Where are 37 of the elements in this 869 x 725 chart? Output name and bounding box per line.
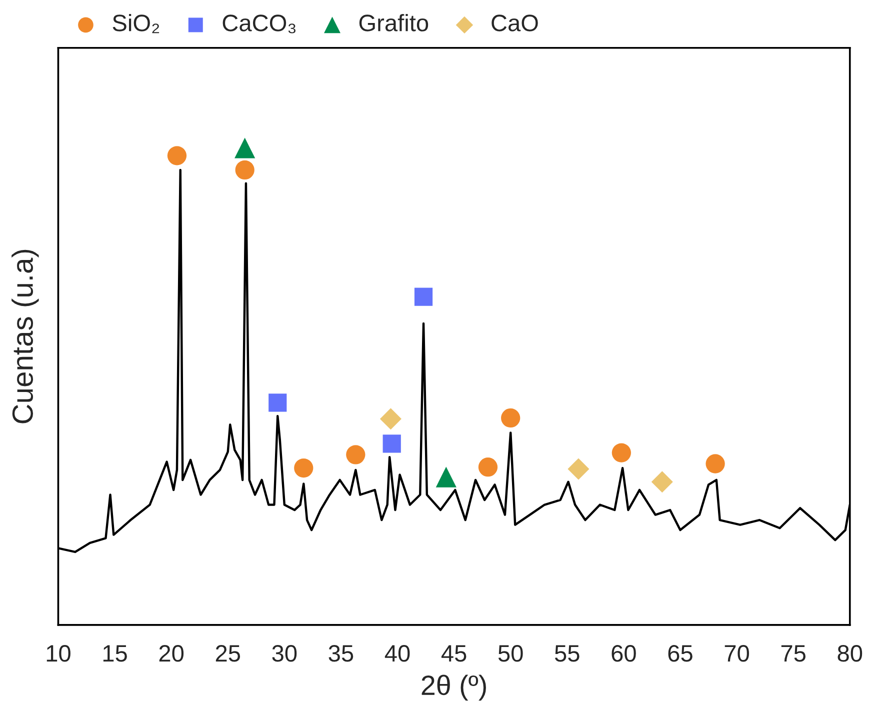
point bbox=[501, 408, 520, 428]
point bbox=[234, 138, 256, 158]
x-tick-label: 65 bbox=[668, 645, 692, 662]
point bbox=[268, 394, 287, 412]
legend-label: CaCO₃ bbox=[222, 14, 296, 34]
point bbox=[346, 445, 366, 464]
x-tick-label: 80 bbox=[838, 645, 862, 662]
point bbox=[235, 160, 254, 180]
point bbox=[294, 458, 314, 478]
point bbox=[436, 466, 456, 488]
x-tick-label: 70 bbox=[724, 645, 749, 662]
point bbox=[167, 146, 187, 166]
x-tick-label: 55 bbox=[554, 645, 580, 662]
x-tick-label: 75 bbox=[781, 645, 806, 662]
point bbox=[568, 458, 590, 480]
point bbox=[612, 443, 632, 462]
x-tick-label: 40 bbox=[384, 645, 410, 662]
x-tick-label: 10 bbox=[46, 645, 70, 662]
x-tick-label: 25 bbox=[216, 645, 240, 662]
point bbox=[478, 458, 498, 477]
point bbox=[380, 408, 402, 430]
point bbox=[414, 288, 433, 306]
point bbox=[651, 471, 673, 493]
x-tick-label: 50 bbox=[498, 645, 523, 662]
x-tick-label: 45 bbox=[441, 645, 466, 662]
x-tick-label: 15 bbox=[103, 645, 127, 662]
legend-label: CaO bbox=[492, 14, 538, 32]
legend-label: Grafito bbox=[359, 14, 428, 32]
x-tick-label: 20 bbox=[159, 645, 184, 662]
legend-label: SiO₂ bbox=[112, 14, 160, 34]
x-tick-label: 30 bbox=[272, 645, 297, 662]
x-axis-title: 2θ (º) bbox=[422, 674, 486, 701]
x-tick-label: 35 bbox=[328, 645, 354, 662]
point bbox=[706, 454, 725, 474]
y-axis-title: Cuentas (u.a) bbox=[12, 250, 39, 424]
x-tick-label: 60 bbox=[612, 645, 636, 662]
point bbox=[382, 434, 401, 453]
